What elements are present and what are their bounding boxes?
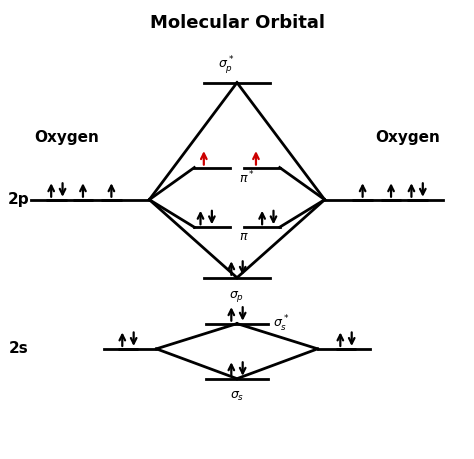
Text: $\sigma_s^*$: $\sigma_s^*$ xyxy=(273,313,289,334)
Text: Molecular Orbital: Molecular Orbital xyxy=(149,14,325,32)
Text: $\sigma_s$: $\sigma_s$ xyxy=(230,390,244,403)
Text: Oxygen: Oxygen xyxy=(375,130,440,145)
Text: $\sigma_p^*$: $\sigma_p^*$ xyxy=(218,54,235,76)
Text: Oxygen: Oxygen xyxy=(34,130,99,145)
Text: 2p: 2p xyxy=(8,192,30,207)
Text: $\pi$: $\pi$ xyxy=(239,230,249,242)
Text: 2s: 2s xyxy=(9,341,29,356)
Text: $\pi^*$: $\pi^*$ xyxy=(239,170,255,186)
Text: $\sigma_p$: $\sigma_p$ xyxy=(229,289,245,304)
